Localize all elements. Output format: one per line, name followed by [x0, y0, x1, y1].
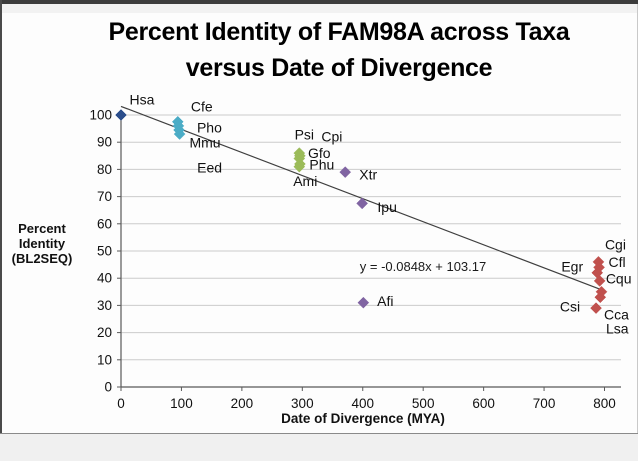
y-axis-title-line-1: Percent: [18, 221, 66, 236]
data-point-Xtr: [339, 166, 352, 178]
data-point-Cqu: [593, 275, 606, 287]
point-label-Pho: Pho: [197, 119, 222, 135]
y-tick-label-40: 40: [97, 271, 112, 286]
point-label-Ami: Ami: [293, 173, 317, 189]
y-tick-label-90: 90: [97, 135, 112, 150]
x-tick-label-300: 300: [291, 396, 314, 411]
point-label-Lsa: Lsa: [606, 321, 629, 337]
y-axis-title-line-2: Identity: [18, 236, 66, 251]
point-label-Gfo: Gfo: [308, 145, 331, 161]
point-label-Cpi: Cpi: [321, 128, 342, 144]
x-tick-label-200: 200: [231, 396, 254, 411]
y-tick-label-60: 60: [97, 216, 112, 231]
y-tick-label-80: 80: [97, 162, 112, 177]
point-label-Psi: Psi: [295, 127, 314, 143]
chart-title-line-1: Percent Identity of FAM98A across Taxa: [108, 18, 570, 46]
point-label-Afi: Afi: [377, 293, 393, 309]
y-axis-title: Percent Identity (BL2SEQ): [4, 221, 80, 266]
chart-title: Percent Identity of FAM98A across Taxa v…: [40, 14, 638, 86]
y-axis-title-line-3: (BL2SEQ): [11, 251, 73, 266]
data-point-Ami: [293, 160, 306, 173]
figure-bottom-rule: [0, 433, 638, 434]
x-tick-label-600: 600: [472, 396, 495, 411]
x-tick-label-800: 800: [593, 396, 616, 411]
point-label-Cfl: Cfl: [608, 254, 625, 270]
y-tick-label-30: 30: [97, 298, 112, 313]
point-label-Xtr: Xtr: [359, 167, 377, 183]
point-label-Hsa: Hsa: [130, 92, 155, 108]
page-bottom-margin: [0, 434, 638, 461]
data-point-Hsa: [115, 109, 127, 121]
point-label-Cca: Cca: [604, 306, 629, 322]
y-tick-label-10: 10: [97, 352, 112, 367]
y-tick-label-100: 100: [89, 108, 112, 123]
point-label-Cqu: Cqu: [606, 270, 632, 286]
x-tick-label-0: 0: [117, 396, 125, 411]
point-label-Cgi: Cgi: [605, 236, 626, 252]
x-tick-label-100: 100: [170, 396, 193, 411]
data-point-Eed: [173, 128, 186, 140]
y-tick-label-70: 70: [97, 189, 112, 204]
x-tick-label-500: 500: [412, 396, 435, 411]
page-left-border: [0, 0, 2, 434]
data-point-Lsa: [594, 291, 607, 304]
x-axis-title: Date of Divergence (MYA): [281, 411, 445, 426]
x-tick-label-700: 700: [533, 396, 556, 411]
point-label-Ipu: Ipu: [377, 199, 396, 215]
page-top-border: [0, 0, 638, 4]
point-label-Phu: Phu: [309, 156, 334, 172]
point-label-Egr: Egr: [561, 258, 583, 274]
y-tick-label-0: 0: [104, 380, 112, 395]
data-point-Ipu: [356, 197, 368, 210]
data-point-Afi: [357, 296, 370, 309]
point-label-Csi: Csi: [560, 299, 580, 315]
trendline-equation: y = -0.0848x + 103.17: [359, 259, 487, 274]
point-label-Eed: Eed: [197, 160, 222, 176]
y-tick-label-50: 50: [97, 244, 112, 259]
point-label-Mmu: Mmu: [189, 134, 220, 150]
x-tick-label-400: 400: [351, 396, 374, 411]
point-label-Cfe: Cfe: [191, 98, 213, 114]
y-tick-label-20: 20: [97, 325, 112, 340]
page-top-margin: [0, 4, 638, 13]
data-point-Csi: [590, 302, 602, 314]
chart-title-line-2: versus Date of Divergence: [185, 54, 493, 82]
